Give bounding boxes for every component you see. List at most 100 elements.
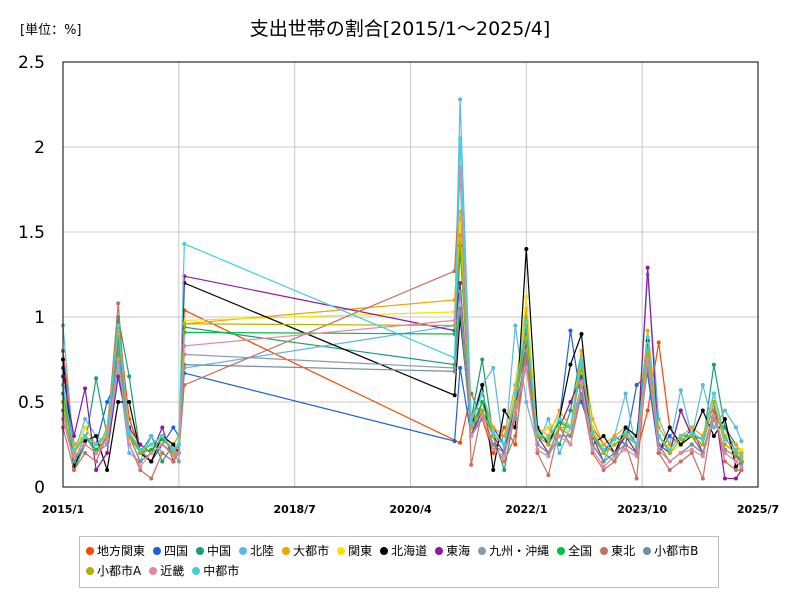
data-point xyxy=(656,447,661,452)
data-point xyxy=(733,464,738,469)
data-point xyxy=(733,454,738,459)
data-point xyxy=(160,451,165,455)
data-point xyxy=(678,388,683,393)
data-point xyxy=(623,425,628,430)
data-point xyxy=(678,437,683,442)
data-point xyxy=(667,451,672,455)
data-point xyxy=(502,425,507,430)
data-point xyxy=(116,400,121,404)
data-point xyxy=(127,400,132,404)
data-point xyxy=(634,476,639,481)
data-point xyxy=(711,413,716,418)
data-point xyxy=(601,434,606,438)
data-point xyxy=(513,323,518,328)
legend-label: 東海 xyxy=(446,544,471,558)
data-point xyxy=(733,447,738,452)
data-point xyxy=(612,434,617,438)
data-point xyxy=(138,451,143,455)
data-point xyxy=(590,430,595,435)
grid-layer xyxy=(62,61,759,488)
data-point xyxy=(557,434,562,438)
data-point xyxy=(612,451,617,455)
data-point xyxy=(689,430,694,435)
data-point xyxy=(182,321,187,326)
legend-label: 小都市A xyxy=(97,564,142,578)
data-point xyxy=(733,451,738,455)
data-point xyxy=(72,447,77,452)
data-point xyxy=(513,442,518,447)
data-point xyxy=(105,430,110,435)
legend-label: 地方関東 xyxy=(97,544,146,558)
data-point xyxy=(116,323,121,328)
data-point xyxy=(623,391,628,396)
data-point xyxy=(700,383,705,387)
data-point xyxy=(739,457,744,462)
data-point xyxy=(171,454,176,459)
data-point xyxy=(739,468,744,472)
data-point xyxy=(176,459,181,464)
data-point xyxy=(612,454,617,459)
data-point xyxy=(513,400,518,404)
data-point xyxy=(452,393,457,398)
data-point xyxy=(722,425,727,430)
data-point xyxy=(546,417,551,421)
data-point xyxy=(656,340,661,345)
data-point xyxy=(491,451,496,455)
data-point xyxy=(72,434,77,438)
data-point xyxy=(656,434,661,438)
data-point xyxy=(733,425,738,430)
data-point xyxy=(524,400,529,404)
y-tick-label: 1.5 xyxy=(18,223,45,243)
data-point xyxy=(513,391,518,396)
data-point xyxy=(127,451,132,455)
data-point xyxy=(83,417,88,421)
data-point xyxy=(678,408,683,413)
data-point xyxy=(733,442,738,447)
data-point xyxy=(127,374,132,379)
legend-item: 小都市A xyxy=(86,561,141,581)
data-point xyxy=(160,459,165,464)
legend: 地方関東 四国 中国 北陸 大都市 関東 北海道 東海 九州・沖縄 全国 東北 小都市B 小都市A 近畿 中… xyxy=(79,536,719,588)
data-point xyxy=(127,442,132,447)
data-point xyxy=(546,442,551,447)
data-point xyxy=(656,451,661,455)
data-point xyxy=(579,332,584,336)
data-point xyxy=(568,425,573,430)
data-point xyxy=(458,366,463,370)
data-point xyxy=(700,442,705,447)
legend-item: 中国 xyxy=(196,541,231,561)
x-tick-label: 2015/1 xyxy=(42,503,84,516)
data-point xyxy=(722,417,727,421)
data-point xyxy=(83,434,88,438)
data-point xyxy=(579,357,584,362)
chart-title: 支出世帯の割合[2015/1～2025/4] xyxy=(249,18,551,40)
data-point xyxy=(160,442,165,447)
data-point xyxy=(722,408,727,413)
data-point xyxy=(634,454,639,459)
data-point xyxy=(739,464,744,469)
data-point xyxy=(557,417,562,421)
x-tick-label: 2016/10 xyxy=(154,503,204,516)
legend-label: 小都市B xyxy=(654,544,699,558)
data-point xyxy=(452,269,457,274)
data-point xyxy=(149,476,154,481)
data-point xyxy=(160,425,165,430)
data-point xyxy=(645,408,650,413)
data-point xyxy=(127,430,132,435)
data-point xyxy=(480,391,485,396)
data-point xyxy=(700,437,705,442)
legend-marker xyxy=(435,547,444,555)
data-point xyxy=(711,391,716,396)
legend-label: 四国 xyxy=(164,544,189,558)
x-tick-label: 2020/4 xyxy=(389,503,432,516)
data-point xyxy=(72,459,77,464)
data-point xyxy=(667,447,672,452)
axis-layer: 0 0.5 1 1.5 2 2.5 2015/1 2016/10 2018/7 2020/4 202… xyxy=(18,53,779,516)
data-point xyxy=(711,434,716,438)
x-tick-label: 2023/10 xyxy=(617,503,667,516)
data-point xyxy=(689,442,694,447)
data-point xyxy=(645,357,650,362)
legend-item: 地方関東 xyxy=(86,541,145,561)
data-point xyxy=(182,343,187,348)
data-point xyxy=(94,442,99,447)
